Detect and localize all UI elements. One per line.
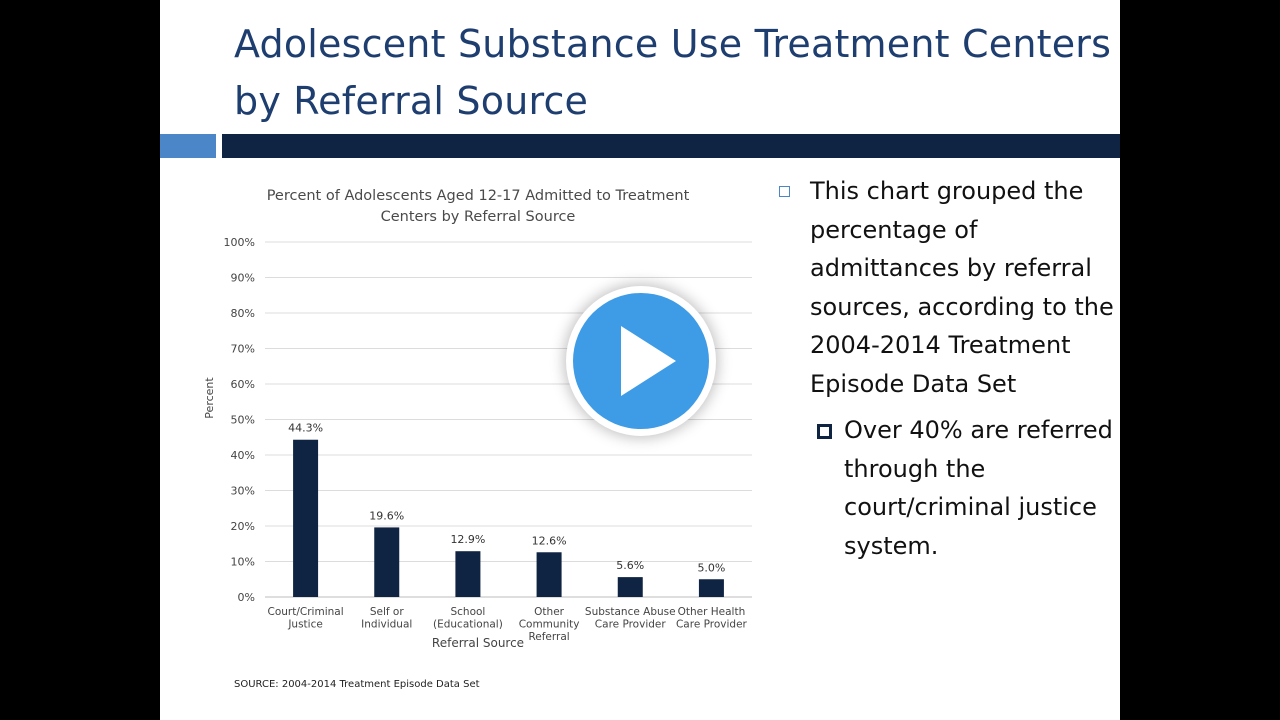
x-tick-label: Community: [519, 619, 580, 631]
data-label: 12.6%: [532, 534, 567, 547]
bar: [617, 577, 643, 597]
sub-bullet-item: Over 40% are referred through the court/…: [776, 411, 1116, 565]
x-tick-label: Individual: [361, 619, 412, 631]
bullet-item: This chart grouped the percentage of adm…: [776, 172, 1116, 403]
accent-bar-left: [160, 134, 216, 158]
x-axis-label: Referral Source: [432, 636, 524, 650]
bar: [374, 527, 400, 597]
slide: Adolescent Substance Use Treatment Cente…: [160, 0, 1120, 720]
y-tick-label: 60%: [231, 378, 255, 391]
bar: [455, 551, 481, 597]
x-tick-label: School: [450, 606, 485, 618]
x-tick-label: Justice: [287, 619, 323, 631]
x-tick-label: Court/Criminal: [268, 606, 344, 618]
y-tick-label: 100%: [224, 236, 255, 249]
sub-bullet-text: Over 40% are referred through the court/…: [844, 416, 1113, 560]
x-tick-label: Care Provider: [595, 619, 667, 631]
play-icon: [621, 326, 676, 396]
filled-square-bullet-icon: [817, 424, 832, 439]
chart-title: Centers by Referral Source: [381, 209, 576, 225]
y-tick-label: 70%: [231, 343, 255, 356]
x-tick-label: (Educational): [433, 619, 503, 631]
bar: [293, 439, 319, 597]
data-label: 5.0%: [697, 561, 725, 574]
x-tick-label: Care Provider: [676, 619, 748, 631]
x-tick-label: Substance Abuse: [585, 606, 676, 618]
data-label: 44.3%: [288, 422, 323, 435]
data-label: 12.9%: [450, 533, 485, 546]
hollow-square-bullet-icon: [779, 186, 790, 197]
x-tick-label: Referral: [528, 631, 569, 643]
data-label: 19.6%: [369, 509, 404, 522]
source-note: SOURCE: 2004-2014 Treatment Episode Data…: [234, 679, 480, 690]
bullet-list: This chart grouped the percentage of adm…: [776, 172, 1116, 565]
accent-bar-right: [222, 134, 1120, 158]
y-tick-label: 0%: [238, 591, 255, 604]
y-tick-label: 50%: [231, 414, 255, 427]
y-tick-label: 20%: [231, 520, 255, 533]
bar-chart: Percent of Adolescents Aged 12-17 Admitt…: [203, 188, 752, 650]
y-tick-label: 80%: [231, 307, 255, 320]
x-tick-label: Other: [534, 606, 564, 618]
play-button[interactable]: [573, 293, 709, 429]
bar: [536, 552, 562, 597]
x-tick-label: Other Health: [678, 606, 746, 618]
chart-title: Percent of Adolescents Aged 12-17 Admitt…: [267, 188, 690, 204]
bullet-text: This chart grouped the percentage of adm…: [810, 177, 1114, 398]
slide-title: Adolescent Substance Use Treatment Cente…: [234, 22, 1112, 123]
y-tick-label: 40%: [231, 449, 255, 462]
y-tick-label: 90%: [231, 272, 255, 285]
y-tick-label: 10%: [231, 556, 255, 569]
y-axis-label: Percent: [203, 377, 216, 419]
bar: [698, 579, 724, 597]
x-tick-label: Self or: [370, 606, 405, 618]
y-tick-label: 30%: [231, 485, 255, 498]
data-label: 5.6%: [616, 559, 644, 572]
